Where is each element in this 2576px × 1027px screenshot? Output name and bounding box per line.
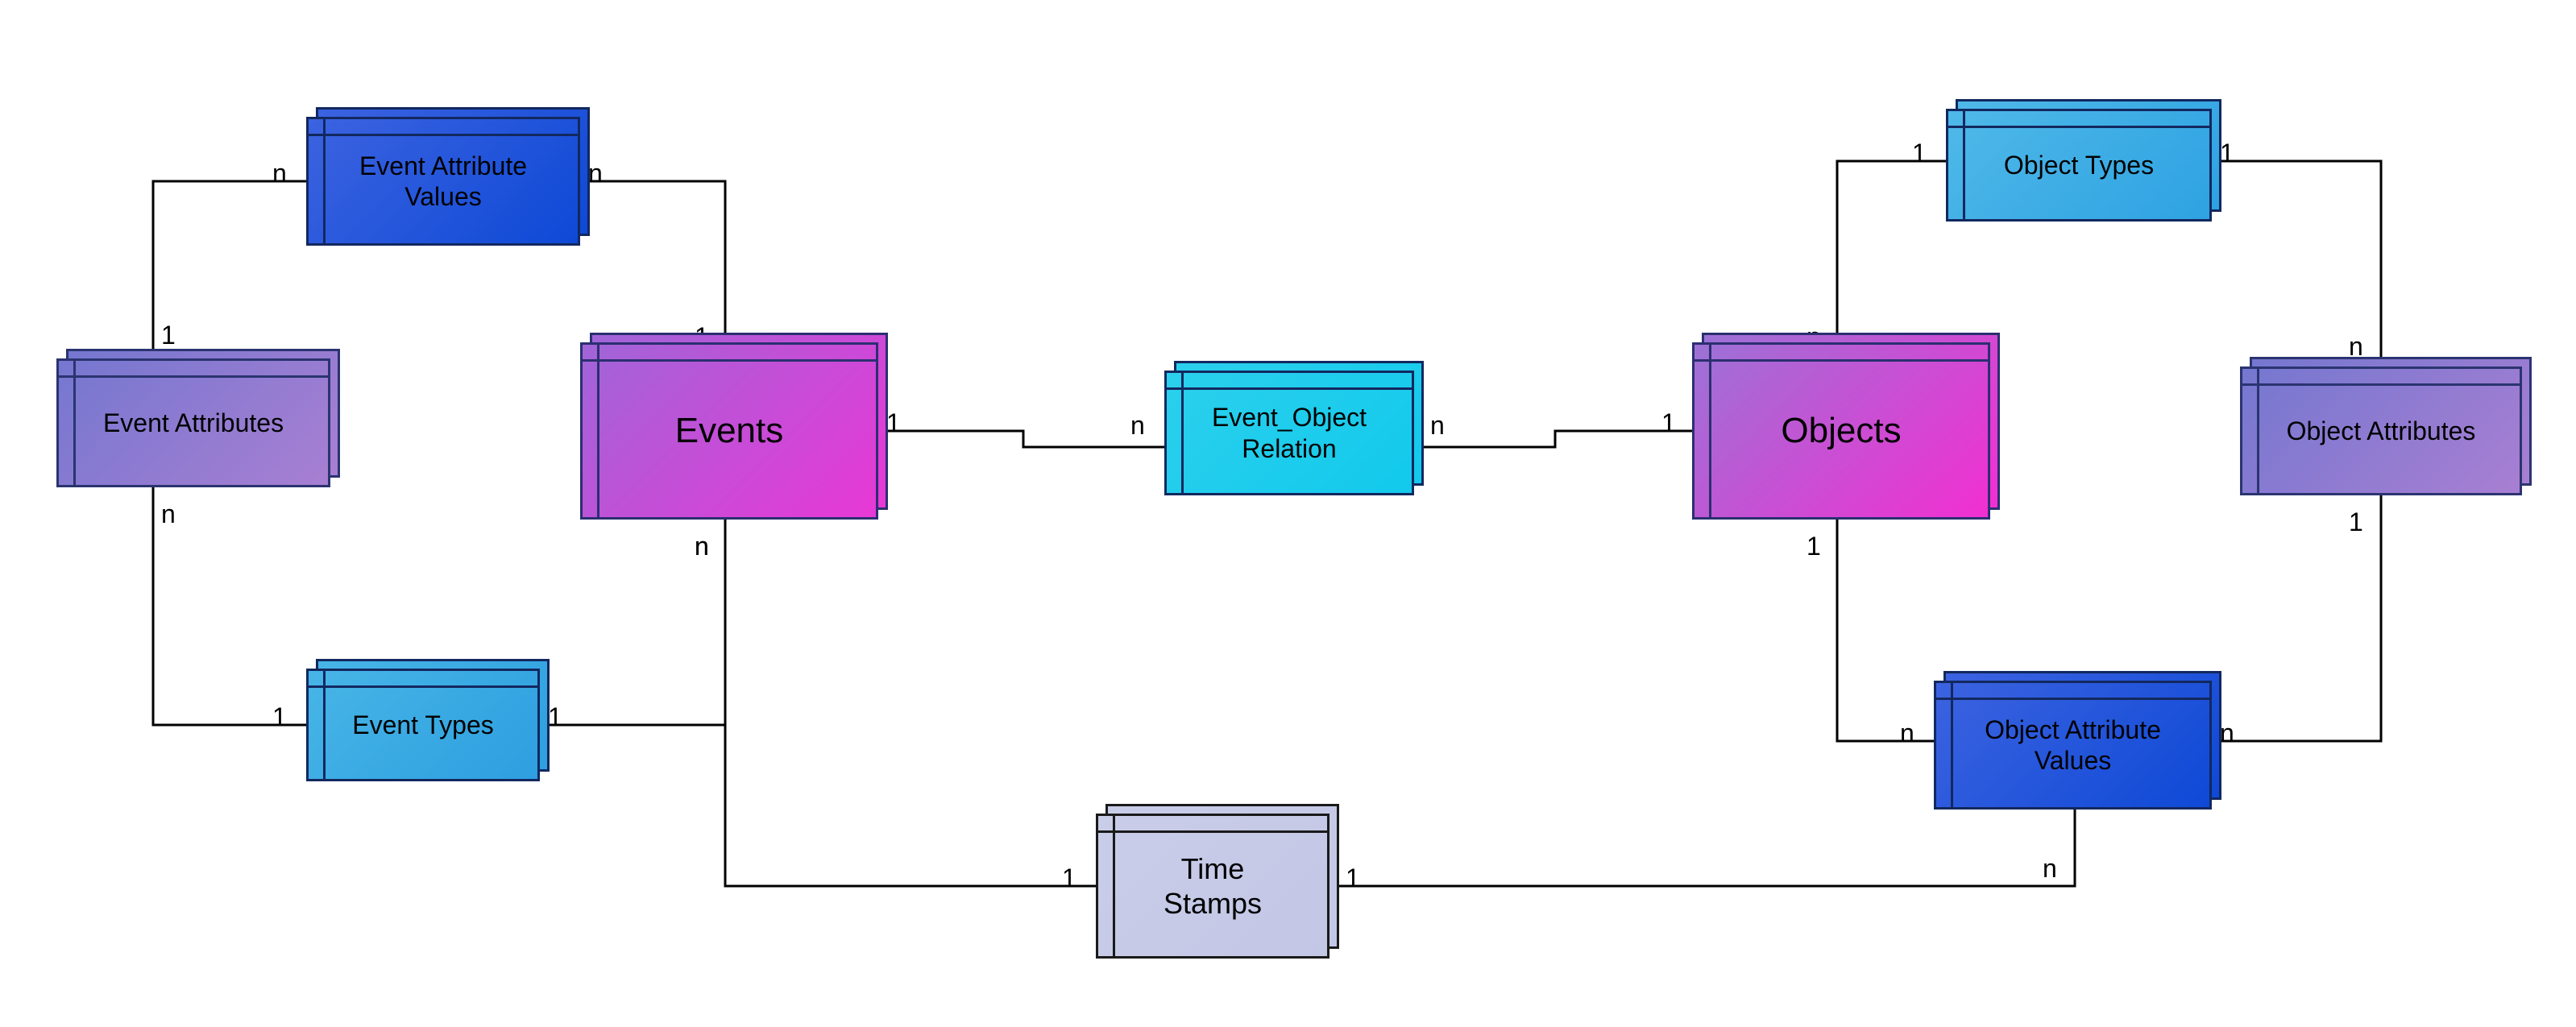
node-innerline-v-event_attributes (73, 361, 76, 485)
edge-eor-objects (1414, 431, 1692, 447)
node-front-events: Events (580, 342, 878, 520)
edge-label-ea-et-0: n (161, 499, 176, 529)
node-innerline-h-object_attributes (2242, 383, 2520, 386)
edge-label-ts-oav-0: 1 (1346, 863, 1360, 893)
node-front-event_attribute_values: Event AttributeValues (306, 117, 580, 246)
edge-label-objects-ot-1: 1 (1912, 139, 1927, 168)
edge-objects-ot (1837, 161, 1946, 342)
edge-label-events-ts-1: 1 (1062, 863, 1076, 893)
edge-label-events-eor-0: 1 (886, 408, 901, 438)
edge-label-events-eor-1: n (1130, 411, 1145, 441)
node-innerline-h-events (583, 359, 876, 362)
edge-eav-events (580, 181, 725, 342)
edge-label-events-ts-0: n (695, 532, 709, 561)
edge-label-ea-eav-0: 1 (161, 321, 176, 350)
node-label-events: Events (675, 410, 784, 453)
edge-events-ts (725, 520, 1096, 886)
node-event_types: Event Types (306, 669, 540, 781)
node-object_types: Object Types (1946, 109, 2212, 222)
edge-label-ot-oa-0: 1 (2220, 139, 2234, 168)
node-innerline-h-object_attribute_values (1936, 698, 2209, 700)
edge-label-objects-oav-0: 1 (1807, 532, 1821, 561)
node-label-object_attribute_values: Object AttributeValues (1985, 714, 2161, 776)
node-innerline-v-object_attribute_values (1951, 683, 1953, 807)
node-front-time_stamps: TimeStamps (1096, 814, 1329, 959)
node-innerline-v-event_attribute_values (323, 119, 326, 243)
edge-label-oav-oa-1: 1 (2349, 507, 2363, 537)
node-label-event_attributes: Event Attributes (103, 408, 284, 438)
edge-ts-oav (1329, 810, 2075, 886)
node-front-event_types: Event Types (306, 669, 540, 781)
node-innerline-v-objects (1709, 345, 1711, 517)
node-objects: Objects (1692, 342, 1990, 520)
node-innerline-h-event_object_relation (1167, 387, 1412, 390)
edge-label-eor-objects-0: n (1430, 411, 1445, 441)
node-events: Events (580, 342, 878, 520)
node-label-time_stamps: TimeStamps (1164, 851, 1262, 921)
edge-label-et-events-0: 1 (548, 702, 562, 732)
edge-ea-eav (153, 181, 306, 358)
node-front-object_attribute_values: Object AttributeValues (1934, 681, 2212, 810)
edge-label-ts-oav-1: n (2043, 854, 2057, 884)
edge-label-eor-objects-1: 1 (1661, 408, 1676, 438)
node-event_object_relation: Event_ObjectRelation (1164, 371, 1414, 495)
edge-label-objects-oav-1: n (1900, 718, 1914, 748)
node-label-event_object_relation: Event_ObjectRelation (1212, 402, 1367, 464)
node-innerline-v-time_stamps (1113, 816, 1115, 956)
edge-label-oav-oa-0: n (2220, 718, 2234, 748)
node-innerline-v-object_attributes (2257, 369, 2259, 493)
edge-label-ea-eav-1: n (272, 159, 287, 188)
node-innerline-h-time_stamps (1098, 830, 1327, 833)
node-front-object_types: Object Types (1946, 109, 2212, 222)
node-innerline-v-event_object_relation (1181, 373, 1184, 493)
node-time_stamps: TimeStamps (1096, 814, 1329, 959)
node-innerline-h-event_types (309, 685, 537, 688)
node-innerline-h-event_attribute_values (309, 134, 578, 136)
diagram-canvas: 1nn1n11n1nn1n11n1nn1n11nEvent AttributeV… (0, 0, 2576, 1027)
node-innerline-h-event_attributes (59, 375, 328, 378)
node-innerline-h-object_types (1948, 126, 2209, 128)
node-front-event_object_relation: Event_ObjectRelation (1164, 371, 1414, 495)
node-label-object_attributes: Object Attributes (2287, 416, 2476, 446)
edge-label-ea-et-1: 1 (272, 702, 287, 732)
node-object_attributes: Object Attributes (2240, 366, 2522, 495)
node-label-objects: Objects (1781, 410, 1901, 453)
node-event_attribute_values: Event AttributeValues (306, 117, 580, 246)
node-object_attribute_values: Object AttributeValues (1934, 681, 2212, 810)
node-front-objects: Objects (1692, 342, 1990, 520)
node-label-object_types: Object Types (2004, 150, 2154, 180)
node-label-event_attribute_values: Event AttributeValues (359, 151, 527, 213)
node-label-event_types: Event Types (352, 710, 494, 740)
edge-objects-oav (1837, 520, 1934, 741)
edge-events-eor (878, 431, 1164, 447)
edge-label-eav-events-0: n (588, 159, 603, 188)
node-front-event_attributes: Event Attributes (56, 358, 330, 487)
edge-ea-et (153, 487, 306, 725)
node-event_attributes: Event Attributes (56, 358, 330, 487)
node-front-object_attributes: Object Attributes (2240, 366, 2522, 495)
node-innerline-v-events (597, 345, 599, 517)
node-innerline-h-objects (1695, 359, 1988, 362)
